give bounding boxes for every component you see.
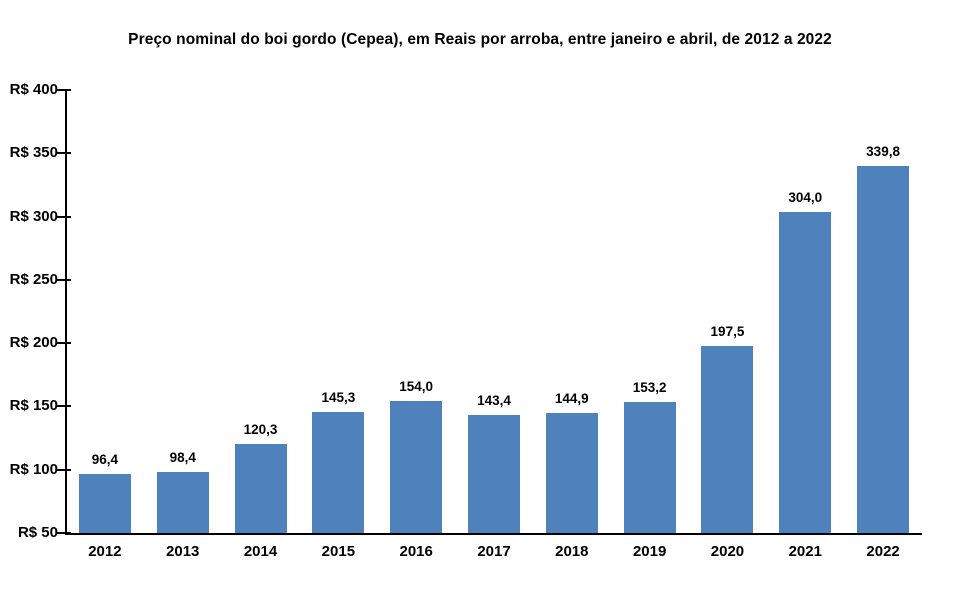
y-tick-label: R$ 50 (17, 524, 58, 541)
y-tick-mark (56, 468, 71, 471)
x-axis-label-2012: 2012 (88, 543, 122, 560)
bar-2018 (545, 412, 598, 533)
y-tick-label: R$ 400 (9, 81, 58, 98)
bar-2020 (701, 346, 754, 533)
x-axis-label-2017: 2017 (477, 543, 511, 560)
x-axis-label-2018: 2018 (555, 543, 589, 560)
x-axis-label-2013: 2013 (166, 543, 200, 560)
bar-2022 (857, 166, 910, 533)
bar-2013 (156, 471, 209, 533)
bar-2021 (779, 211, 832, 533)
bar-value-label-2022: 339,8 (866, 144, 900, 160)
bar-value-label-2013: 98,4 (169, 449, 196, 465)
y-tick-label: R$ 150 (9, 397, 58, 415)
bar-value-label-2016: 154,0 (399, 379, 434, 395)
y-tick-mark (56, 215, 71, 218)
y-tick-label: R$ 300 (9, 207, 58, 225)
bar-value-label-2019: 153,2 (632, 380, 667, 396)
y-tick-mark (56, 152, 71, 155)
y-tick-mark (56, 89, 71, 91)
bar-value-label-2020: 197,5 (710, 324, 745, 340)
x-axis-label-2022: 2022 (866, 543, 900, 560)
x-axis-label-2014: 2014 (243, 543, 278, 560)
x-axis-line (65, 533, 922, 535)
y-tick-label: R$ 250 (9, 270, 58, 288)
y-axis-line (65, 89, 67, 535)
y-tick-mark (56, 532, 71, 534)
bar-value-label-2017: 143,4 (477, 392, 511, 408)
x-axis-label-2016: 2016 (399, 543, 433, 560)
bar-value-label-2014: 120,3 (243, 422, 278, 438)
bar-2016 (390, 401, 443, 533)
x-axis-label-2015: 2015 (321, 543, 356, 560)
bar-value-label-2018: 144,9 (554, 390, 589, 406)
y-tick-label: R$ 100 (9, 460, 58, 478)
y-tick-label: R$ 200 (9, 334, 58, 352)
bar-2017 (468, 414, 520, 533)
bar-value-label-2021: 304,0 (788, 189, 823, 205)
bar-2019 (623, 402, 676, 533)
y-tick-mark (56, 405, 71, 408)
y-tick-mark (56, 342, 71, 345)
bar-value-label-2012: 96,4 (91, 452, 119, 468)
bar-2015 (312, 412, 365, 533)
bar-2014 (234, 444, 287, 533)
x-axis-label-2019: 2019 (632, 543, 667, 560)
chart-title: Preço nominal do boi gordo (Cepea), em R… (128, 31, 832, 48)
y-tick-mark (56, 278, 71, 281)
bar-2012 (78, 474, 131, 533)
y-tick-label: R$ 350 (9, 144, 58, 162)
x-axis-label-2021: 2021 (788, 543, 822, 560)
x-axis-label-2020: 2020 (710, 543, 745, 560)
bar-value-label-2015: 145,3 (321, 390, 356, 406)
